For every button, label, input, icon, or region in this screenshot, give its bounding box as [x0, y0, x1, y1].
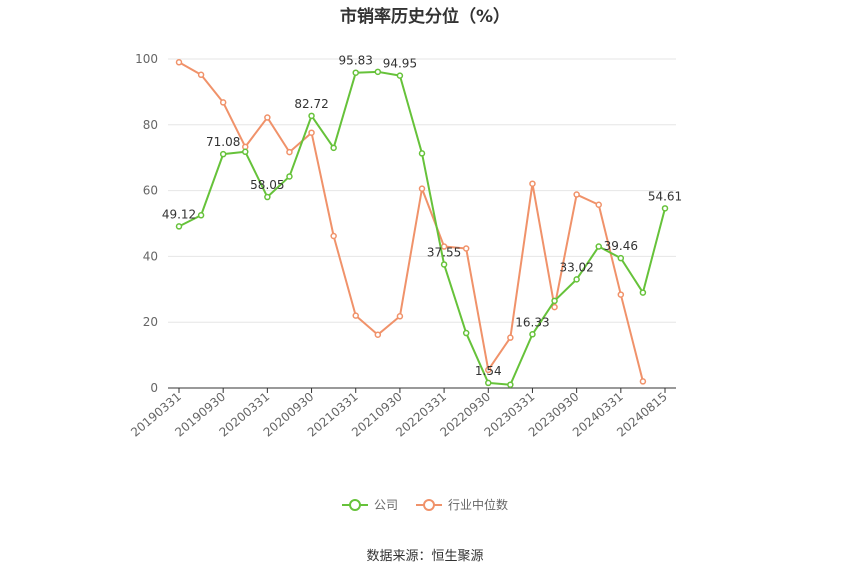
- legend: 公司 行业中位数: [0, 496, 850, 513]
- data-label: 58.05: [250, 178, 284, 192]
- company-point: [352, 69, 359, 76]
- data-label: 39.46: [604, 239, 638, 253]
- company-point: [396, 72, 404, 79]
- industry-point: [507, 334, 514, 341]
- data-label: 71.08: [206, 135, 240, 149]
- company-point: [418, 150, 426, 157]
- industry-point: [396, 313, 404, 320]
- industry-point: [551, 303, 558, 311]
- company-point: [639, 289, 647, 296]
- industry-point: [330, 232, 337, 240]
- industry-point: [374, 331, 382, 338]
- y-tick-label: 80: [143, 118, 158, 132]
- industry-point: [418, 185, 426, 192]
- data-label: 16.33: [515, 315, 549, 329]
- company-point: [219, 150, 227, 158]
- legend-item-company[interactable]: 公司: [341, 496, 398, 513]
- industry-series-line: [178, 61, 644, 382]
- data-label: 82.72: [294, 97, 328, 111]
- y-tick-label: 100: [135, 52, 158, 66]
- data-label: 54.61: [648, 189, 682, 203]
- legend-company-swatch-icon: [341, 498, 368, 511]
- company-point: [529, 331, 536, 338]
- industry-point: [197, 71, 205, 79]
- data-label: 94.95: [383, 57, 417, 71]
- company-point: [440, 261, 448, 268]
- chart-title: 市销率历史分位（%）: [339, 7, 511, 27]
- legend-label-industry: 行业中位数: [448, 498, 509, 512]
- y-tick-label: 40: [143, 249, 158, 263]
- industry-point: [529, 180, 536, 187]
- industry-point: [617, 291, 625, 298]
- legend-label-company: 公司: [373, 498, 398, 512]
- data-label: 1.54: [475, 364, 502, 378]
- industry-point: [286, 148, 293, 156]
- legend-item-industry[interactable]: 行业中位数: [416, 496, 508, 513]
- data-source: 数据来源：恒生聚源: [366, 549, 484, 564]
- company-point: [617, 254, 625, 262]
- company-point: [462, 329, 470, 337]
- data-label: 33.02: [559, 260, 593, 274]
- industry-point: [308, 129, 315, 136]
- company-point: [551, 297, 558, 305]
- company-point: [242, 148, 249, 156]
- industry-point: [485, 366, 492, 374]
- industry-point: [440, 243, 448, 250]
- industry-point: [462, 245, 470, 252]
- industry-point: [639, 378, 647, 385]
- industry-point: [352, 312, 359, 319]
- company-series-line: [178, 70, 666, 386]
- legend-industry-swatch-icon: [416, 498, 442, 511]
- data-label: 95.83: [339, 54, 373, 68]
- industry-point: [219, 99, 227, 106]
- industry-point: [264, 114, 271, 121]
- company-point: [573, 276, 580, 283]
- industry-point: [573, 191, 580, 198]
- company-point: [197, 212, 205, 219]
- company-point: [286, 173, 293, 180]
- company-point: [308, 112, 315, 120]
- company-point: [330, 144, 337, 152]
- company-point: [264, 193, 271, 201]
- company-point: [485, 379, 492, 387]
- y-tick-label: 20: [143, 315, 158, 329]
- y-tick-label: 60: [143, 184, 158, 198]
- data-label: 49.12: [162, 207, 196, 221]
- company-point: [595, 243, 602, 250]
- industry-point: [175, 59, 183, 66]
- company-point: [507, 381, 514, 388]
- company-point: [374, 68, 382, 76]
- industry-point: [595, 201, 602, 208]
- company-point: [661, 205, 669, 212]
- y-tick-label: 0: [150, 381, 158, 395]
- data-label: 37.55: [427, 245, 461, 259]
- company-point: [175, 223, 183, 230]
